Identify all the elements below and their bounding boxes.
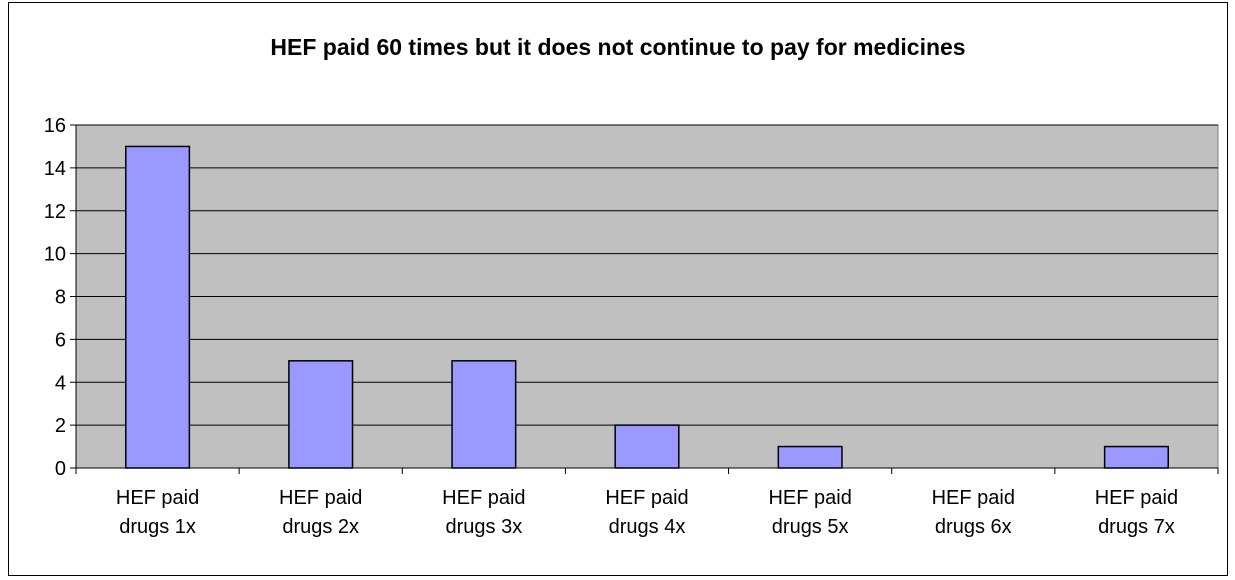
y-tick-label: 6 [55,329,66,351]
y-tick-label: 16 [44,115,66,137]
x-category-label: HEF paid [279,487,362,509]
y-tick-label: 10 [44,244,66,266]
x-category-label: HEF paid [1095,487,1178,509]
x-category-label: HEF paid [768,487,851,509]
y-tick-label: 12 [44,201,66,223]
bar [451,360,517,469]
chart-title: HEF paid 60 times but it does not contin… [270,34,965,60]
y-tick-label: 4 [55,372,66,394]
plot-area: 0 2 4 6 8 10 12 14 16 HEF paid drugs 1x HEF paid dru… [44,115,1219,538]
x-category-label: drugs 3x [445,516,522,538]
x-category-label: drugs 7x [1098,516,1175,538]
x-category-label: HEF paid [442,487,525,509]
x-category-label: drugs 6x [935,516,1012,538]
x-category-label: drugs 1x [119,516,196,538]
y-tick-label: 0 [55,458,66,480]
x-category-label: HEF paid [116,487,199,509]
x-category-label: drugs 5x [772,516,849,538]
bar [125,145,191,469]
y-tick-label: 14 [44,158,66,180]
y-tick-label: 8 [55,287,66,309]
bar [1103,445,1169,469]
x-category-label: drugs 2x [282,516,359,538]
bar [614,424,680,469]
y-tick-label: 2 [55,415,66,437]
x-category-label: HEF paid [605,487,688,509]
x-category-label: drugs 4x [609,516,686,538]
x-category-label: HEF paid [932,487,1015,509]
bar [777,445,843,469]
bar [288,360,354,469]
